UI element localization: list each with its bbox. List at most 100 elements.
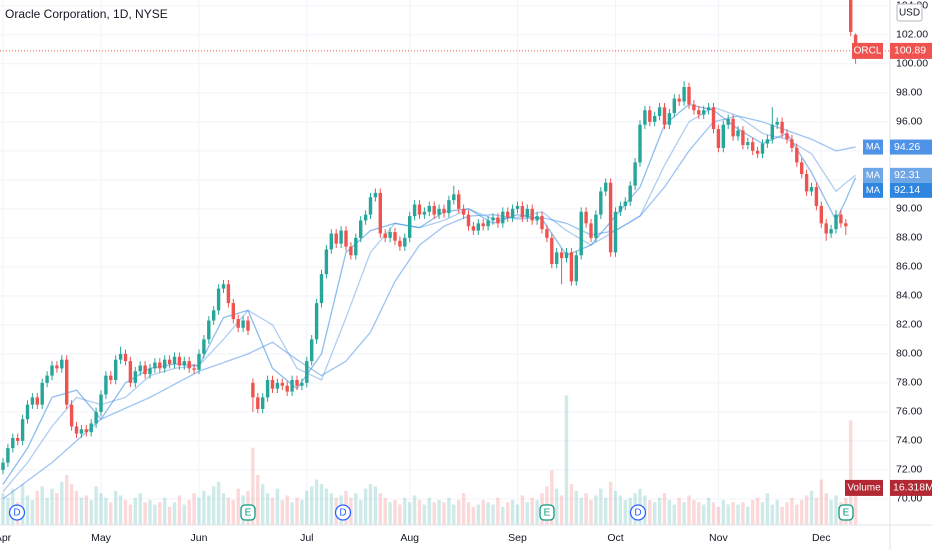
volume-bar [1,493,5,525]
candle-body [349,246,353,256]
currency-box[interactable] [896,3,923,22]
grid [0,0,890,525]
candle-body [442,208,446,214]
candle-body [270,379,275,389]
event-label: E [843,508,850,519]
volume-bar [324,488,329,525]
candle-body [226,284,231,304]
volume-bar [432,502,436,525]
volume-bar [618,495,623,525]
candle-body [711,107,716,130]
currency-label[interactable]: USD [899,8,920,19]
event-marker[interactable] [838,504,854,521]
x-tick-label: Aug [400,532,419,544]
candle-body [726,118,730,125]
volume-bar [755,497,760,525]
volume-bar [398,504,402,525]
candle-body [579,211,583,256]
volume-bar [510,500,515,525]
candle-body [20,419,25,441]
event-marker[interactable] [334,504,352,521]
candle-body [613,211,618,253]
candle-body [672,98,676,114]
candle-body [143,365,147,375]
candle-body [736,130,740,137]
volume-bar [285,495,289,525]
x-tick-label: Oct [607,532,623,544]
symbol-box [852,42,883,59]
ma-name-box [863,139,883,155]
volume-bar [79,497,84,525]
volume-bar [231,500,235,525]
y-tick-label: 90.00 [896,203,922,215]
candle-body [604,182,608,192]
x-tick-label: May [91,532,112,544]
ma-name-box [863,182,883,198]
candle-body [35,397,39,405]
volume-bar [50,488,54,525]
volume-bar [476,504,480,525]
candle-body [844,223,848,227]
volume-bar [202,490,206,525]
volume-bar [795,504,799,525]
candle-body [295,379,299,386]
candle-body [525,208,529,218]
candle-body [99,394,103,412]
volume-bar [736,504,740,525]
volume-bar [378,493,382,525]
y-tick-label: 76.00 [896,406,922,418]
volume-bar [45,497,49,525]
volume-bar [270,497,275,525]
volume-bar [167,506,172,525]
volume-bar [300,500,304,525]
volume-name: Volume [847,483,881,494]
volume-bar [486,502,490,525]
candle-body [564,252,569,259]
candle-body [359,220,363,238]
candle-body [148,368,152,375]
candle-body [368,197,373,215]
volume-bar [657,497,662,525]
volume-bar [319,484,324,525]
volume-bar [216,481,221,525]
volume-bar [785,502,789,525]
volume-bar [604,497,608,525]
x-tick-label: Jul [300,532,313,544]
volume-bar [697,502,701,525]
candle-body [471,226,476,231]
candle-body [403,237,407,247]
volume-bar [60,481,64,525]
candle-body [814,187,819,206]
candle-body [251,382,255,398]
candle-body [290,379,294,392]
volume-bar [775,500,779,525]
candle-body [510,208,515,218]
volume-bar [89,500,93,525]
candle-body [241,320,245,328]
volume-bar [496,497,500,525]
volume-bar [280,500,284,525]
volume-bar [221,493,226,525]
candle-body [192,368,196,370]
candle-body [809,187,814,192]
event-marker[interactable] [8,504,26,521]
volume-bar [520,495,525,525]
candle-body [114,359,118,380]
y-tick-label: 88.00 [896,232,922,244]
volume-bar [114,490,118,525]
event-marker[interactable] [240,504,256,521]
candle-body [109,375,113,380]
candle-body [545,229,549,238]
volume-bar [623,500,627,525]
volume-bar [853,487,858,525]
candle-body [388,232,392,238]
volume-bar [104,497,108,525]
ma-value: 94.26 [894,141,920,153]
event-marker[interactable] [629,504,647,521]
event-marker[interactable] [539,504,555,521]
candle-body [65,359,69,405]
candle-body [849,0,853,32]
volume-bar [373,486,378,525]
candle-body [506,211,510,218]
candle-body [187,361,191,369]
